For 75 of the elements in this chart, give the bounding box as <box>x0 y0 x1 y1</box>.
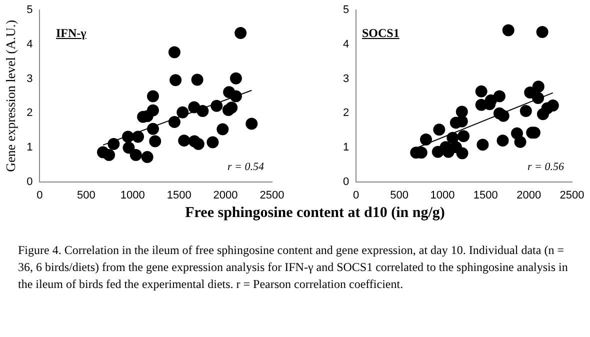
y-tick-label: 1 <box>26 141 33 154</box>
point <box>132 130 144 143</box>
point <box>122 142 135 154</box>
annotation: r = 0.54 <box>228 160 264 173</box>
point <box>170 74 182 86</box>
x-tick-label: 1500 <box>166 189 192 202</box>
x-tick-label: 500 <box>76 189 96 202</box>
point <box>458 130 470 142</box>
x-axis-title: Free sphingosine content at d10 (in ng/g) <box>184 205 446 222</box>
point <box>476 138 489 151</box>
point <box>226 102 238 114</box>
point <box>122 130 134 143</box>
point <box>176 106 189 118</box>
y-tick-label: 5 <box>26 4 33 16</box>
point <box>497 110 510 122</box>
point <box>420 134 432 146</box>
point <box>146 90 159 102</box>
point <box>532 92 544 104</box>
x-tick-label: 2500 <box>560 189 584 202</box>
y-tick-label: 5 <box>342 4 350 16</box>
point <box>130 149 142 161</box>
point <box>141 151 154 164</box>
text: SOCS1 <box>362 26 400 41</box>
point <box>149 135 162 148</box>
point <box>532 80 544 93</box>
annotation: r = 0.56 <box>528 160 564 173</box>
y-tick-label: 0 <box>342 176 350 188</box>
point <box>234 27 247 40</box>
x-tick-label: 1500 <box>473 189 498 202</box>
point <box>546 100 559 112</box>
x-tick-label: 1000 <box>120 189 145 202</box>
y-tick-label: 2 <box>342 107 350 120</box>
point <box>178 134 190 147</box>
y-tick-label: 0 <box>26 176 33 188</box>
point <box>210 100 223 112</box>
point <box>536 26 548 38</box>
y-tick-label: 3 <box>26 72 33 85</box>
y-tick-label: 4 <box>26 38 33 50</box>
point <box>520 105 532 118</box>
point <box>230 72 242 84</box>
x-tick-label: 2000 <box>516 189 542 202</box>
point <box>246 118 258 130</box>
x-tick-label: 0 <box>36 189 43 202</box>
y-tick-label: 2 <box>26 107 33 120</box>
y-tick-label: 1 <box>342 141 350 154</box>
text: IFN-γ <box>56 26 86 41</box>
y-tick-label: 4 <box>342 38 350 50</box>
point <box>168 116 180 128</box>
point <box>192 138 204 150</box>
point <box>206 136 219 148</box>
point <box>514 136 526 148</box>
x-tick-label: 2500 <box>260 189 284 202</box>
point <box>475 85 488 98</box>
point <box>433 124 446 136</box>
y-tick-label: 3 <box>342 72 350 85</box>
x-tick-label: 2000 <box>213 189 238 202</box>
point <box>108 138 120 150</box>
point <box>216 123 229 136</box>
point <box>493 90 506 102</box>
point <box>502 24 514 36</box>
point <box>496 134 509 147</box>
point <box>191 74 204 86</box>
point <box>456 106 468 118</box>
point <box>230 90 242 102</box>
point <box>146 122 159 135</box>
y-axis-title: Gene expression level (A.U.) <box>3 20 18 172</box>
x-tick-label: 500 <box>390 189 408 202</box>
point <box>456 147 468 160</box>
caption: Figure 4. Correlation in the ileum of free sphingosine content and gene expression, at day 10. Individual data (n = 36, 6 birds/diets) from the gene expression analysis for IFN-γ and SOCS1 correlated to the sphingosine analysis in the ileum of birds fed the experimental diets. r = Pearson correlation coefficient. <box>18 242 569 293</box>
point <box>168 46 180 58</box>
point <box>146 104 159 116</box>
point <box>196 105 209 118</box>
point <box>103 149 116 161</box>
x-tick-label: 0 <box>353 189 360 202</box>
x-tick-label: 1000 <box>430 189 455 202</box>
